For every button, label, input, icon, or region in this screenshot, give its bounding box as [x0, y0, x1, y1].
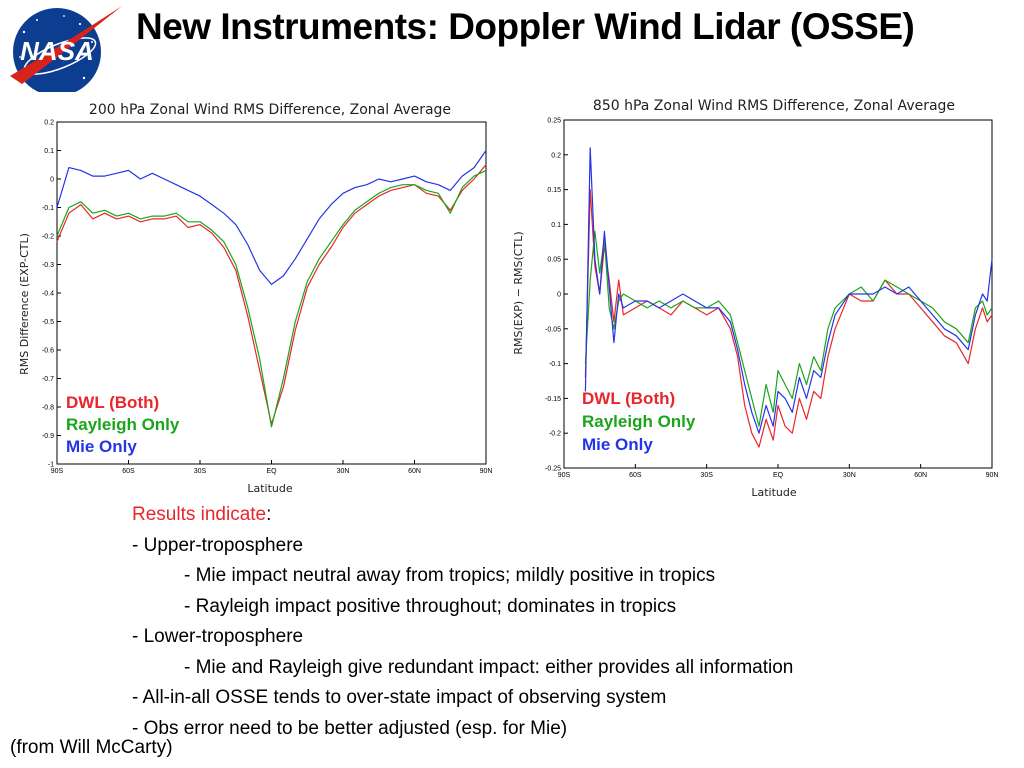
- x-axis-label: Latitude: [751, 486, 797, 499]
- legend-rayleigh: Rayleigh Only: [66, 415, 180, 434]
- x-tick-label: 30N: [843, 472, 856, 479]
- y-tick-label: -0.9: [42, 433, 54, 440]
- y-axis-label: RMS Difference (EXP-CTL): [18, 233, 31, 375]
- y-tick-label: -0.3: [42, 262, 54, 269]
- y-tick-label: -0.25: [545, 466, 561, 473]
- x-tick-label: 60S: [122, 468, 135, 475]
- y-tick-label: 0: [50, 177, 54, 184]
- series-line-mie-only: [584, 147, 993, 434]
- y-tick-label: 0.05: [547, 257, 561, 264]
- note-line: - Mie and Rayleigh give redundant impact…: [184, 656, 794, 678]
- nasa-logo: NASA: [2, 2, 124, 98]
- chart-850hpa: 850 hPa Zonal Wind RMS Difference, Zonal…: [506, 88, 1006, 500]
- plot-frame: [56, 121, 487, 465]
- nasa-logo-text: NASA: [20, 36, 94, 66]
- x-axis-label: Latitude: [247, 482, 293, 495]
- note-line: - Obs error need to be better adjusted (…: [132, 717, 568, 739]
- chart-850hpa-svg: 850 hPa Zonal Wind RMS Difference, Zonal…: [506, 88, 1006, 500]
- legend-rayleigh: Rayleigh Only: [582, 412, 696, 431]
- x-tick-label: 90N: [480, 468, 493, 475]
- note-line: - Lower-troposphere: [132, 626, 304, 647]
- y-axis-label: RMS(EXP) − RMS(CTL): [512, 231, 525, 354]
- y-tick-label: -0.6: [42, 348, 54, 355]
- credit: (from Will McCarty): [10, 737, 173, 758]
- x-tick-label: 30N: [337, 468, 350, 475]
- chart-title: 850 hPa Zonal Wind RMS Difference, Zonal…: [593, 98, 955, 114]
- y-tick-label: -0.1: [549, 361, 561, 368]
- y-tick-label: -0.8: [42, 405, 54, 412]
- y-tick-label: -0.5: [42, 319, 54, 326]
- notes-heading-text: Results indicate: [132, 504, 267, 525]
- note-line: - Upper-troposphere: [132, 534, 304, 556]
- series-line-dwl-both: [584, 188, 993, 448]
- y-tick-label: -0.05: [545, 326, 561, 333]
- x-tick-label: 90S: [558, 472, 571, 479]
- y-tick-label: -0.7: [42, 376, 54, 383]
- y-tick-label: 0.15: [547, 187, 561, 194]
- chart-200hpa-svg: 200 hPa Zonal Wind RMS Difference, Zonal…: [0, 92, 500, 496]
- series-line-rayleigh-only: [584, 230, 993, 427]
- legend-mie: Mie Only: [582, 435, 653, 454]
- y-tick-label: -0.2: [549, 431, 561, 438]
- notes-heading-colon: :: [266, 504, 272, 525]
- note-line: - Mie impact neutral away from tropics; …: [184, 565, 716, 586]
- x-tick-label: 60N: [408, 468, 421, 475]
- x-tick-label: 90S: [51, 468, 64, 475]
- x-tick-label: 30S: [700, 472, 713, 479]
- series-line-rayleigh-only: [56, 169, 487, 428]
- y-tick-label: 0.1: [551, 222, 561, 229]
- y-tick-label: 0: [557, 292, 561, 299]
- legend-mie: Mie Only: [66, 437, 137, 456]
- x-tick-label: EQ: [773, 472, 784, 479]
- note-line: - All-in-all OSSE tends to over-state im…: [132, 687, 667, 708]
- x-tick-label: EQ: [266, 468, 277, 475]
- y-tick-label: -0.1: [42, 205, 54, 212]
- legend-dwl: DWL (Both): [66, 393, 159, 412]
- results-notes: Results indicate: - Upper-troposphere - …: [132, 500, 793, 744]
- chart-200hpa: 200 hPa Zonal Wind RMS Difference, Zonal…: [0, 92, 500, 496]
- legend: DWL (Both) Rayleigh Only Mie Only: [582, 389, 696, 454]
- slide-title: New Instruments: Doppler Wind Lidar (OSS…: [136, 6, 915, 47]
- y-tick-label: 0.25: [547, 118, 561, 125]
- legend-dwl: DWL (Both): [582, 389, 675, 408]
- y-tick-label: 0.2: [551, 152, 561, 159]
- plot-frame: [563, 119, 993, 469]
- y-tick-label: -1: [48, 462, 54, 469]
- y-tick-label: -0.15: [545, 396, 561, 403]
- notes-heading: Results indicate:: [132, 500, 793, 531]
- x-tick-label: 30S: [194, 468, 207, 475]
- y-tick-label: 0.1: [44, 148, 54, 155]
- y-tick-label: 0.2: [44, 120, 54, 127]
- x-tick-label: 60N: [914, 472, 927, 479]
- x-tick-label: 60S: [629, 472, 642, 479]
- nasa-logo-vector: [10, 6, 122, 84]
- note-line: - Rayleigh impact positive throughout; d…: [184, 595, 677, 617]
- legend: DWL (Both) Rayleigh Only Mie Only: [66, 393, 180, 456]
- x-tick-label: 90N: [986, 472, 999, 479]
- chart-title: 200 hPa Zonal Wind RMS Difference, Zonal…: [89, 102, 451, 118]
- y-tick-label: -0.4: [42, 291, 54, 298]
- y-tick-label: -0.2: [42, 234, 54, 241]
- series-line-mie-only: [56, 150, 487, 285]
